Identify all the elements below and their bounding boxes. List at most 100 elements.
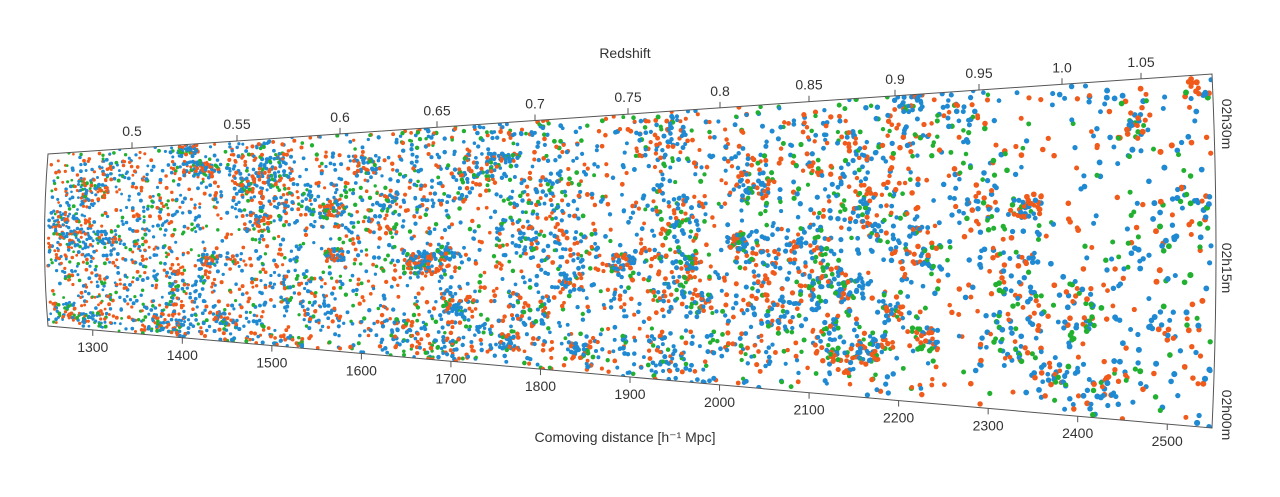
galaxy-point <box>453 265 458 270</box>
galaxy-point <box>681 231 686 236</box>
galaxy-point <box>978 362 984 368</box>
galaxy-point <box>170 262 175 267</box>
galaxy-point <box>835 140 840 146</box>
galaxy-point <box>803 316 809 322</box>
galaxy-point <box>776 247 781 252</box>
galaxy-point <box>706 252 712 257</box>
galaxy-point <box>397 172 403 177</box>
galaxy-point <box>856 283 862 289</box>
galaxy-point <box>70 273 75 278</box>
galaxy-point <box>158 216 163 221</box>
galaxy-point <box>1038 293 1044 299</box>
galaxy-point <box>1075 354 1081 360</box>
galaxy-point <box>565 322 570 327</box>
galaxy-point <box>966 122 972 128</box>
galaxy-point <box>628 265 633 271</box>
galaxy-point <box>560 198 565 203</box>
galaxy-point <box>156 193 161 197</box>
galaxy-point <box>338 274 343 278</box>
galaxy-point <box>230 254 235 259</box>
galaxy-point <box>1042 393 1048 399</box>
galaxy-point <box>559 218 564 223</box>
galaxy-point <box>689 340 695 346</box>
galaxy-point <box>123 153 128 157</box>
galaxy-point <box>70 195 75 200</box>
galaxy-point <box>542 136 547 142</box>
galaxy-point <box>97 151 102 156</box>
galaxy-point <box>874 104 881 110</box>
galaxy-point <box>439 346 444 351</box>
galaxy-point <box>369 166 375 171</box>
galaxy-point <box>328 237 333 241</box>
galaxy-point <box>166 212 171 217</box>
galaxy-point <box>225 232 230 237</box>
galaxy-point <box>208 183 213 188</box>
galaxy-point <box>967 94 974 101</box>
galaxy-point <box>776 160 782 166</box>
galaxy-point <box>561 142 566 147</box>
galaxy-point <box>170 146 174 150</box>
galaxy-point <box>63 306 67 310</box>
galaxy-point <box>187 283 190 287</box>
galaxy-point <box>199 331 204 336</box>
galaxy-point <box>163 261 167 266</box>
galaxy-point <box>429 155 434 160</box>
galaxy-point <box>200 287 205 291</box>
galaxy-point <box>746 234 751 239</box>
galaxy-point <box>897 304 904 310</box>
galaxy-point <box>580 264 586 269</box>
galaxy-point <box>346 166 351 171</box>
galaxy-point <box>956 312 962 317</box>
galaxy-point <box>637 326 642 331</box>
galaxy-point <box>213 142 217 146</box>
galaxy-point <box>433 221 439 227</box>
galaxy-point <box>180 200 185 205</box>
galaxy-point <box>450 325 455 330</box>
galaxy-point <box>775 136 781 142</box>
galaxy-point <box>284 219 289 224</box>
galaxy-point <box>754 240 759 245</box>
galaxy-point <box>617 242 623 248</box>
galaxy-point <box>631 362 637 367</box>
galaxy-point <box>510 268 516 274</box>
galaxy-point <box>588 266 593 271</box>
galaxy-point <box>673 180 678 185</box>
galaxy-point <box>307 300 312 305</box>
galaxy-point <box>360 198 365 203</box>
galaxy-point <box>304 269 309 274</box>
galaxy-point <box>874 213 880 218</box>
galaxy-point <box>957 220 962 226</box>
galaxy-point <box>1013 326 1019 332</box>
galaxy-point <box>342 321 346 325</box>
galaxy-point <box>282 183 286 187</box>
galaxy-point <box>115 190 119 194</box>
galaxy-point <box>139 293 143 297</box>
galaxy-point <box>79 235 83 239</box>
galaxy-point <box>326 316 331 321</box>
galaxy-point <box>237 287 242 291</box>
galaxy-point <box>260 229 265 233</box>
galaxy-point <box>953 108 960 115</box>
galaxy-point <box>307 326 312 331</box>
galaxy-point <box>436 175 441 180</box>
galaxy-point <box>337 333 341 338</box>
galaxy-point <box>885 239 890 245</box>
galaxy-point <box>199 326 203 330</box>
galaxy-point <box>224 235 229 240</box>
galaxy-point <box>286 269 290 274</box>
galaxy-point <box>816 305 822 310</box>
galaxy-point <box>81 260 85 264</box>
galaxy-point <box>889 140 895 147</box>
galaxy-point <box>1028 289 1034 295</box>
galaxy-point <box>395 168 400 173</box>
galaxy-point <box>184 291 188 296</box>
galaxy-point <box>1008 207 1014 213</box>
galaxy-point <box>297 341 301 345</box>
galaxy-point <box>162 268 166 272</box>
galaxy-point <box>131 250 135 254</box>
galaxy-point <box>457 167 462 172</box>
galaxy-point <box>138 249 142 253</box>
galaxy-point <box>1140 201 1146 208</box>
galaxy-point <box>1074 322 1080 328</box>
galaxy-point <box>605 287 611 292</box>
